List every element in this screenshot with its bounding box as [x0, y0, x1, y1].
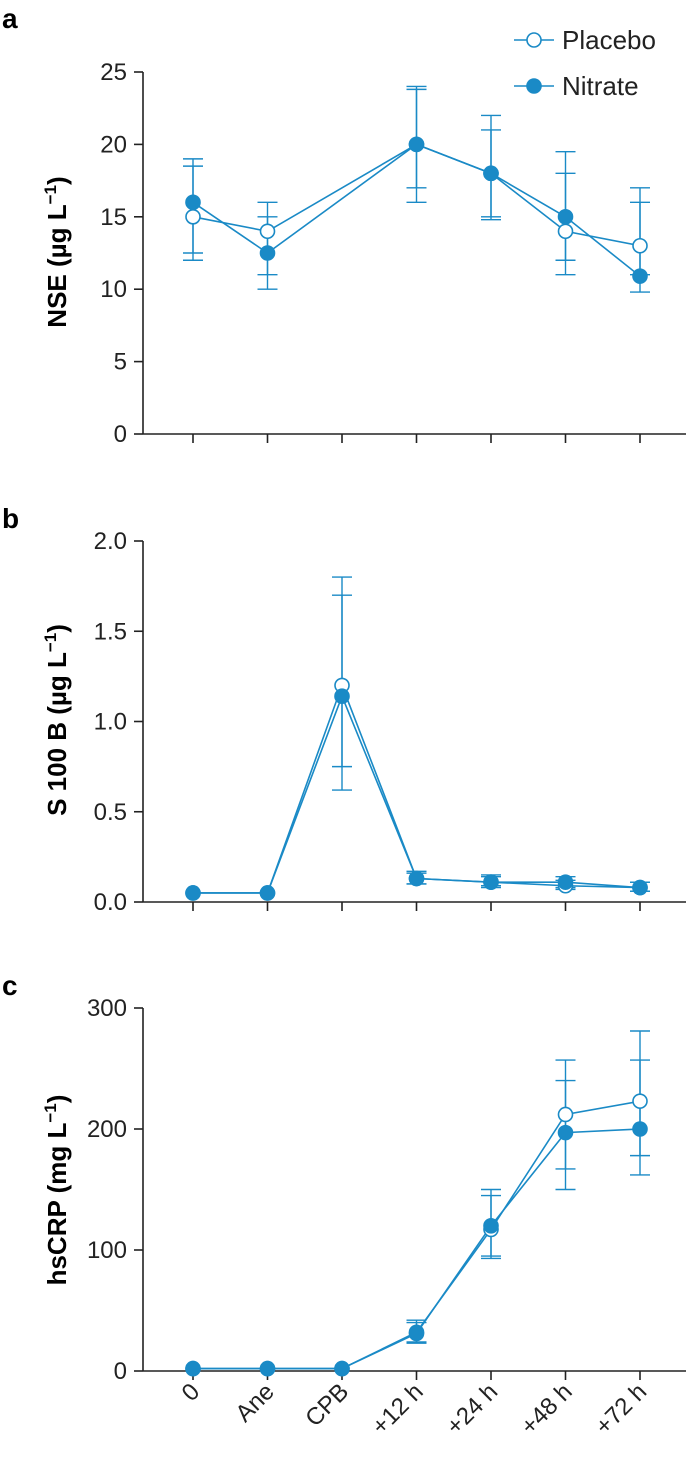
y-tick-label-b: 0.0 [94, 889, 127, 916]
x-tick-label-c: +72 h [590, 1378, 652, 1440]
data-point-nitrate-b [334, 688, 350, 705]
y-axis-label-c: hsCRP (mg L−1) [41, 1095, 72, 1286]
series-line-nitrate-b [193, 694, 641, 894]
x-tick-label-c: 0 [177, 1378, 206, 1407]
y-tick-label-a: 25 [100, 59, 127, 86]
data-point-nitrate-b [408, 870, 425, 887]
y-axis-label-b: S 100 B (µg L−1) [41, 624, 72, 816]
x-tick-label-c: CPB [300, 1378, 354, 1432]
data-point-placebo-c [557, 1106, 574, 1123]
legend-marker-nitrate [526, 78, 542, 94]
y-axis-label-a: NSE (µg L−1) [41, 176, 72, 327]
data-point-nitrate-c [408, 1325, 425, 1342]
panel-c-plot: 0 100 200 300 0 Ane CPB +12 h +24 h +48 h +72 h [87, 995, 686, 1440]
panel-b-plot: 0.0 0.5 1.0 1.5 2.0 [94, 528, 686, 916]
data-point-placebo-a [259, 223, 276, 240]
data-point-placebo-a [557, 223, 574, 240]
y-tick-label-a: 15 [100, 204, 127, 231]
panel-letter-c: c [2, 970, 18, 1001]
y-tick-label-c: 0 [114, 1358, 127, 1385]
data-point-nitrate-a [408, 136, 425, 153]
data-point-nitrate-b [185, 885, 201, 901]
panel-letter-a: a [2, 3, 18, 34]
panel-a-plot: 0 5 10 15 20 25 [100, 59, 686, 448]
data-point-nitrate-b [632, 879, 648, 896]
panel-letter-b: b [2, 503, 19, 534]
data-point-placebo-c [632, 1093, 648, 1109]
y-tick-label-c: 300 [87, 995, 127, 1022]
data-point-nitrate-b [483, 874, 499, 890]
data-point-placebo-a [632, 237, 648, 254]
y-tick-label-b: 2.0 [94, 528, 127, 555]
y-tick-label-c: 200 [87, 1116, 127, 1143]
data-point-nitrate-c [334, 1360, 350, 1377]
y-tick-label-a: 20 [100, 131, 127, 158]
x-tick-label-c: Ane [230, 1378, 279, 1427]
data-point-nitrate-c [185, 1360, 201, 1377]
data-point-nitrate-a [259, 245, 276, 261]
series-line-placebo-b [193, 683, 641, 894]
x-tick-label-c: +12 h [367, 1378, 429, 1440]
data-point-nitrate-a [557, 209, 574, 225]
data-point-nitrate-a [632, 268, 648, 284]
data-point-nitrate-a [185, 194, 201, 211]
y-tick-label-b: 1.0 [94, 709, 127, 736]
data-point-nitrate-c [632, 1121, 648, 1137]
data-point-nitrate-a [483, 165, 499, 182]
data-point-nitrate-b [259, 885, 276, 901]
series-line-nitrate-a [192, 143, 641, 277]
y-tick-label-c: 100 [87, 1237, 127, 1264]
legend-label-nitrate: Nitrate [562, 71, 639, 101]
y-tick-label-a: 5 [114, 349, 127, 376]
y-tick-label-b: 1.5 [94, 618, 127, 645]
data-point-placebo-a [185, 209, 201, 225]
legend-label-placebo: Placebo [562, 25, 656, 55]
data-point-nitrate-b [557, 874, 574, 890]
data-point-nitrate-c [483, 1218, 499, 1234]
x-tick-label-c: +48 h [516, 1378, 578, 1440]
legend: Placebo Nitrate [514, 25, 656, 101]
x-tick-label-c: +24 h [441, 1378, 503, 1440]
y-tick-label-b: 0.5 [94, 799, 127, 826]
y-tick-label-a: 0 [114, 421, 127, 448]
data-point-nitrate-c [259, 1360, 276, 1377]
legend-marker-placebo [526, 32, 542, 48]
y-tick-label-a: 10 [100, 276, 127, 303]
data-point-nitrate-c [557, 1124, 574, 1141]
